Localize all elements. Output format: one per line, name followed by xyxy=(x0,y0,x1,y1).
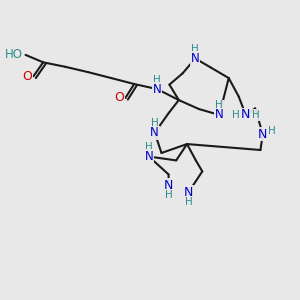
Text: N: N xyxy=(258,128,268,141)
Text: H: H xyxy=(151,118,159,128)
Text: H: H xyxy=(184,197,192,207)
Text: N: N xyxy=(150,126,159,139)
Text: H: H xyxy=(191,44,199,54)
Text: H: H xyxy=(268,126,275,136)
Text: N: N xyxy=(164,178,173,192)
Text: N: N xyxy=(145,150,153,163)
Text: H: H xyxy=(153,75,161,85)
Text: O: O xyxy=(22,70,32,83)
Text: N: N xyxy=(215,108,224,122)
Text: N: N xyxy=(153,82,161,96)
Text: H: H xyxy=(215,100,223,110)
Text: H: H xyxy=(252,110,259,120)
Text: H: H xyxy=(145,142,153,152)
Text: HO: HO xyxy=(5,48,23,62)
Text: N: N xyxy=(191,52,200,65)
Text: N: N xyxy=(241,108,250,122)
Text: H: H xyxy=(232,110,240,120)
Text: N: N xyxy=(184,186,193,199)
Text: H: H xyxy=(165,190,173,200)
Text: O: O xyxy=(114,92,124,104)
